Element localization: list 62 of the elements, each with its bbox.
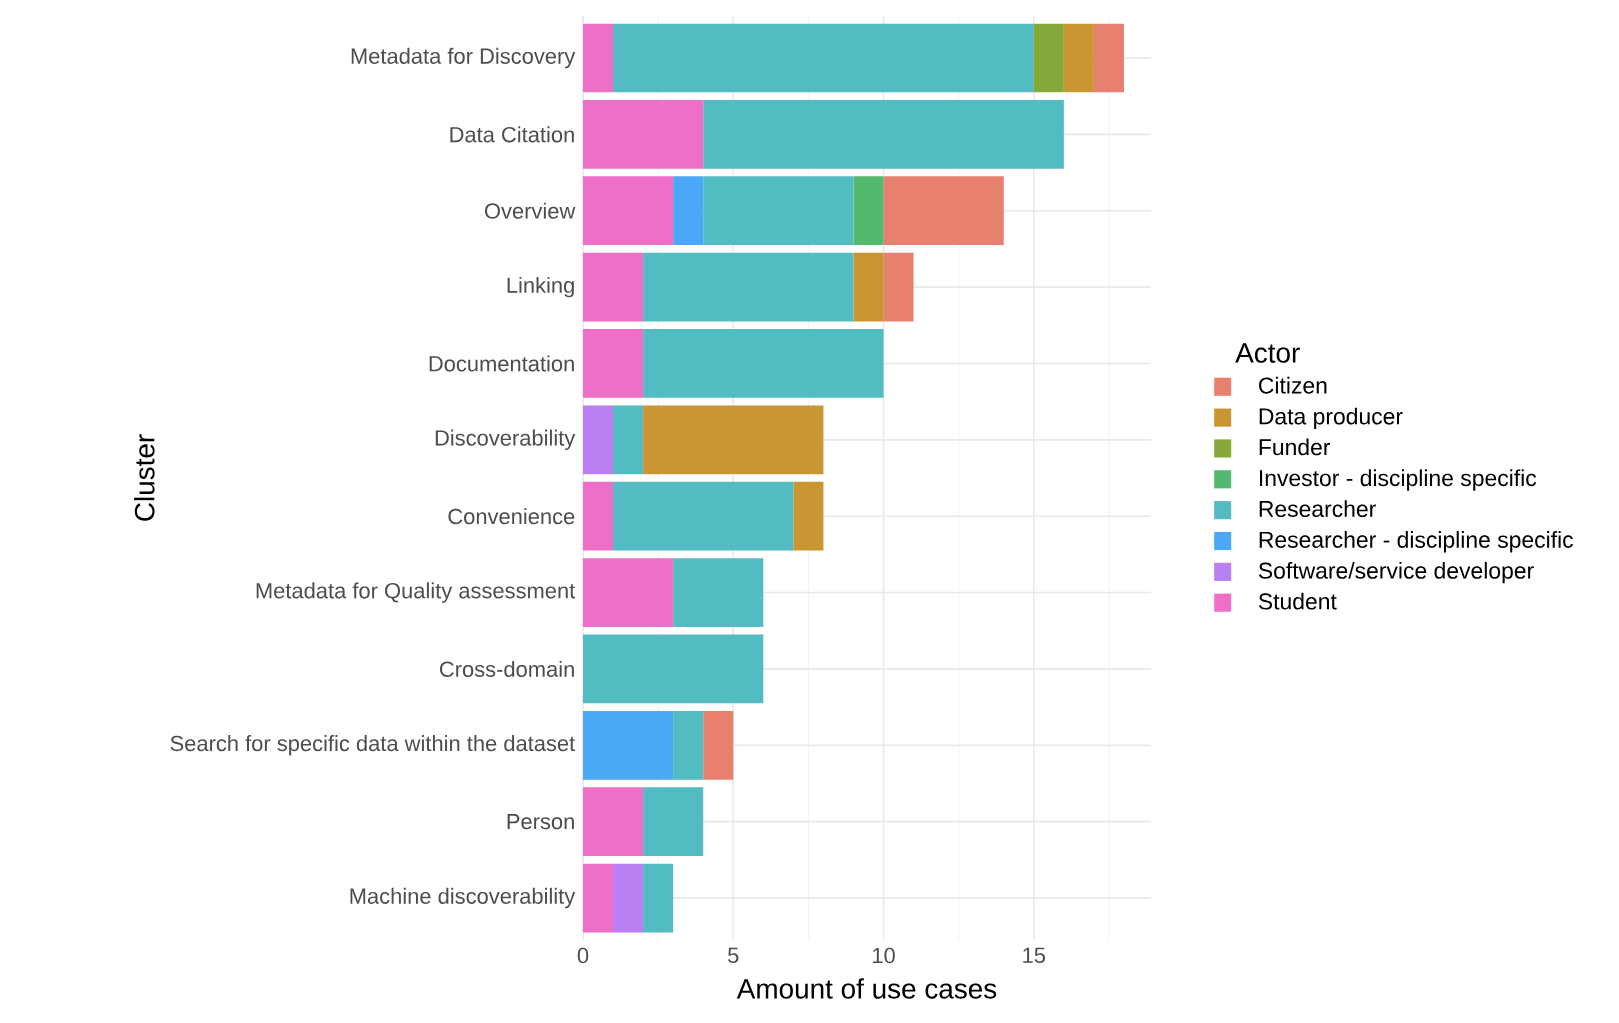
y-tick-label: Cross-domain [440,660,574,677]
y-tick-label: Linking [507,276,574,298]
bar [703,100,1064,169]
legend-label: Software/service developer [1258,561,1534,584]
bar [853,176,884,246]
bar [643,863,674,933]
bar [583,481,614,551]
bar [583,710,674,780]
y-tick-label: Convenience [448,508,575,525]
bar [673,558,764,627]
legend-label: Investor - discipline specific [1259,469,1537,491]
x-tick-label: 10 [873,947,895,964]
bar [613,23,1034,93]
legend-label: Data producer [1259,407,1403,430]
y-tick-label: Metadata for Discovery [351,47,576,69]
bar [583,863,614,933]
bar [583,787,644,857]
y-axis-title: Cluster [134,434,155,521]
bar [673,176,704,246]
bar [853,252,884,322]
legend-title: Actor [1235,343,1300,363]
bar [643,252,854,322]
x-tick-label: 0 [577,947,589,964]
bar [613,481,794,551]
y-tick-label: Data Citation [450,126,574,143]
bar [583,176,674,246]
legend-label: Student [1258,592,1337,610]
legend-label: Citizen [1259,376,1327,394]
bar [643,405,824,475]
bar [1033,23,1064,93]
x-axis-title: Amount of use cases [736,978,997,999]
bar [583,558,674,627]
y-tick-label: Person [507,814,574,830]
bar [1093,23,1124,93]
bar [583,329,644,398]
bar [583,405,614,475]
y-tick-label: Metadata for Quality assessment [256,582,576,603]
bar [583,100,704,169]
legend-label: Funder [1259,438,1331,456]
bar [613,405,644,475]
legend-label: Researcher - discipline specific [1259,531,1573,553]
bar [673,710,704,780]
legend-label: Researcher [1259,500,1376,518]
bar [793,481,824,551]
bar [643,329,884,398]
bar [703,176,854,246]
bar [883,252,914,322]
x-tick-label: 5 [728,947,739,964]
y-tick-label: Overview [484,202,576,219]
y-tick-label: Discoverability [435,429,576,451]
y-tick-label: Documentation [429,355,574,372]
bar [583,634,764,704]
bar [1063,23,1094,93]
y-tick-label: Machine discoverability [350,887,576,909]
bar [883,176,1004,246]
bar [583,252,644,322]
bar [613,863,644,933]
x-tick-label: 15 [1023,947,1046,964]
bar [703,710,734,780]
bar [583,23,614,93]
bar [643,787,704,857]
y-tick-label: Search for specific data within the dataset [170,735,576,756]
